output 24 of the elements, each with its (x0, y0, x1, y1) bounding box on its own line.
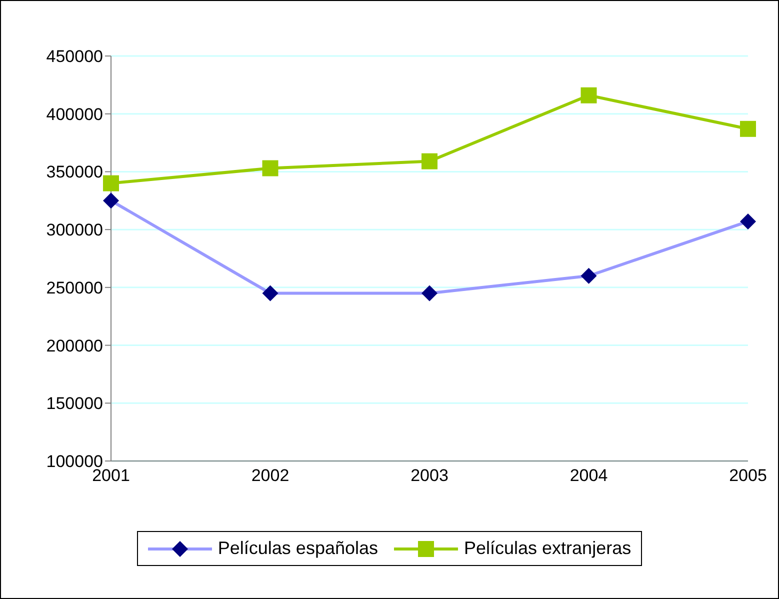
x-tick-label: 2001 (92, 466, 130, 486)
y-tick-label: 450000 (46, 47, 103, 66)
x-tick-label: 2003 (410, 466, 448, 486)
y-tick-label: 200000 (46, 336, 103, 356)
point (422, 285, 438, 302)
point (262, 285, 278, 302)
legend-label: Películas extranjeras (464, 538, 632, 559)
x-tick-label: 2004 (570, 466, 608, 486)
point (580, 87, 597, 104)
y-tick-label: 300000 (46, 220, 103, 240)
legend-label: Películas españolas (218, 538, 378, 559)
point (422, 153, 438, 170)
y-tick-label: 350000 (46, 162, 103, 182)
point (740, 213, 756, 230)
point (103, 192, 119, 209)
point (580, 268, 597, 284)
y-tick-label: 250000 (46, 278, 103, 298)
point (103, 175, 119, 192)
y-tick-label: 400000 (46, 104, 103, 124)
point (740, 120, 756, 137)
x-tick-label: 2005 (729, 466, 767, 486)
x-tick-label: 2002 (251, 466, 290, 486)
point (262, 160, 278, 176)
y-tick-label: 150000 (46, 394, 103, 414)
